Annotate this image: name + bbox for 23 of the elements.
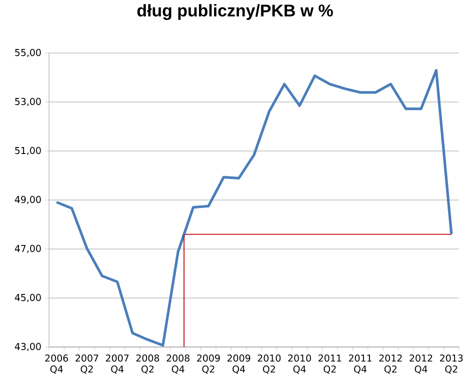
- x-tick-label: 2010 Q4: [288, 354, 311, 374]
- x-tick-label: 2013 Q2: [440, 354, 463, 374]
- y-tick-label: 55,00: [15, 48, 41, 58]
- y-tick-label: 53,00: [15, 98, 41, 106]
- y-tick-label: 47,00: [14, 244, 41, 254]
- x-tick-label: 2011 Q2: [318, 354, 342, 374]
- x-tick-label: 2010 Q2: [258, 354, 281, 374]
- x-tick-label: 2009 Q2: [197, 354, 220, 374]
- x-tick-label: 2012 Q2: [379, 354, 402, 374]
- chart-title: dług publiczny/PKB w %: [137, 4, 333, 20]
- x-tick-label: 2007 Q2: [76, 354, 98, 374]
- x-tick-label: 2007 Q4: [106, 354, 129, 374]
- line-series: [55, 69, 453, 347]
- y-tick-label: 43,00: [14, 342, 41, 352]
- x-tick-label: 2011 Q4: [348, 354, 372, 374]
- y-tick-label: 51,00: [15, 146, 41, 156]
- x-tick-label: 2009 Q4: [227, 354, 250, 374]
- x-tick-label: 2008 Q2: [136, 354, 160, 374]
- y-tick-label: 49,00: [14, 196, 41, 204]
- y-tick-label: 45,00: [14, 294, 41, 302]
- x-tick-label: 2006 Q4: [45, 354, 68, 374]
- x-tick-label: 2012 Q4: [410, 354, 432, 374]
- x-tick-label: 2008 Q4: [166, 354, 190, 374]
